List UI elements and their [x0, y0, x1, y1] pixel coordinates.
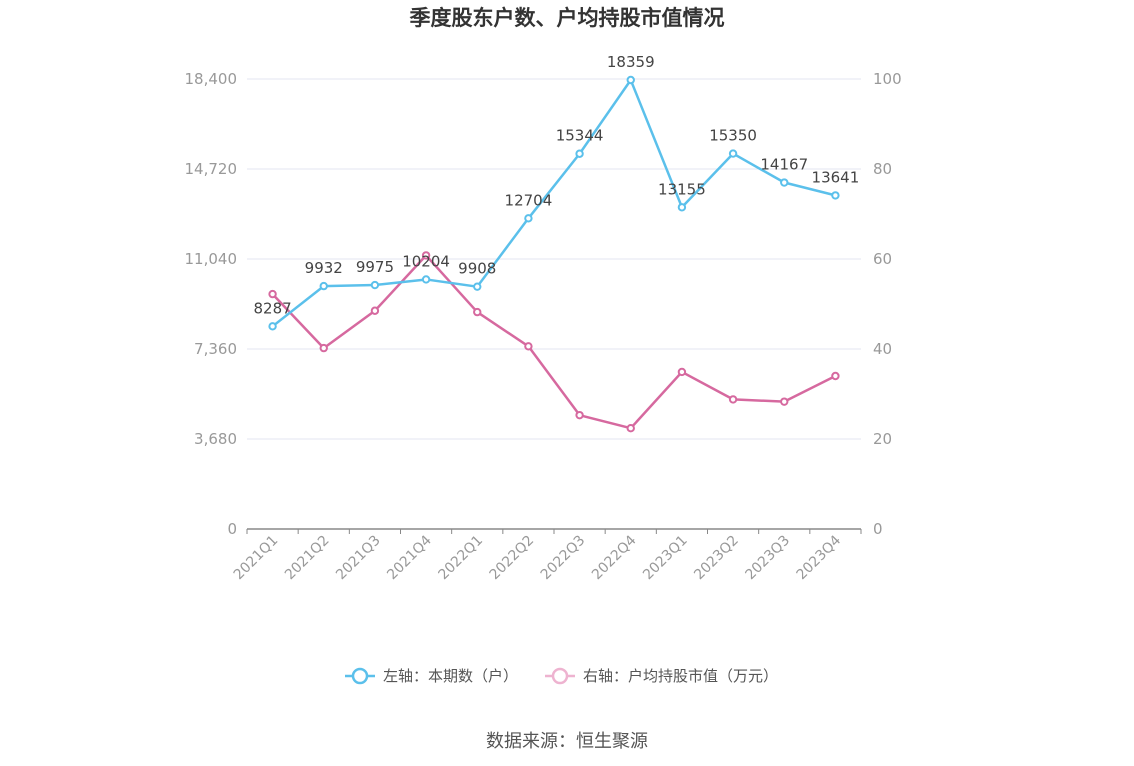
data-label: 13155 — [658, 180, 706, 198]
series-line — [271, 78, 836, 328]
data-point[interactable] — [728, 395, 738, 404]
data-point[interactable] — [728, 149, 738, 158]
series-shareholder-count — [268, 75, 840, 331]
left-tick-label: 14,720 — [185, 160, 238, 178]
series-avg-holding-value — [268, 251, 840, 433]
data-label: 9908 — [458, 260, 496, 278]
data-point[interactable] — [831, 371, 840, 381]
data-labels: 8287 9932 9975 10204 9908 12704 15344 18359 1315… — [253, 53, 859, 317]
right-axis: 0 20 40 60 80 100 — [873, 70, 902, 538]
data-label: 15344 — [556, 127, 604, 145]
chart-title: 季度股东户数、户均持股市值情况 — [410, 6, 725, 30]
data-point[interactable] — [370, 306, 380, 315]
x-axis: 2021Q1 2021Q2 2021Q3 2021Q4 2022Q1 2022Q2 2022… — [231, 528, 862, 584]
left-tick-label: 7,360 — [194, 340, 237, 358]
x-tick-label: 2023Q4 — [794, 532, 845, 583]
data-point[interactable] — [319, 281, 328, 291]
data-point[interactable] — [780, 178, 789, 187]
data-point[interactable] — [268, 289, 277, 299]
right-tick-label: 40 — [873, 340, 892, 358]
data-label: 14167 — [760, 156, 808, 174]
data-point[interactable] — [626, 75, 635, 85]
x-tick-label: 2023Q1 — [640, 533, 691, 584]
data-point[interactable] — [473, 307, 482, 317]
legend-marker-icon — [551, 667, 569, 685]
x-tick-label: 2022Q3 — [538, 533, 589, 584]
legend-marker-icon — [351, 667, 369, 685]
data-point[interactable] — [575, 149, 584, 158]
x-tick-label: 2021Q2 — [282, 533, 333, 584]
data-label: 10204 — [402, 252, 450, 270]
data-point[interactable] — [831, 191, 840, 200]
right-tick-label: 20 — [873, 430, 892, 448]
source-note: 数据来源：恒生聚源 — [486, 731, 648, 752]
data-label: 13641 — [812, 168, 860, 186]
legend-label: 左轴：本期数（户） — [383, 667, 518, 685]
data-label: 15350 — [709, 127, 757, 145]
right-tick-label: 80 — [873, 160, 892, 178]
data-point[interactable] — [421, 251, 431, 260]
right-tick-label: 60 — [873, 250, 892, 268]
legend-item[interactable]: 右轴：户均持股市值（万元） — [545, 667, 778, 685]
legend[interactable]: 左轴：本期数（户） 右轴：户均持股市值（万元） — [345, 667, 778, 685]
x-tick-label: 2023Q2 — [691, 533, 742, 584]
right-tick-label: 0 — [873, 520, 883, 538]
data-point[interactable] — [524, 342, 533, 351]
x-tick-label: 2021Q1 — [231, 533, 282, 584]
data-label: 12704 — [505, 191, 553, 209]
data-point[interactable] — [473, 282, 482, 291]
data-point[interactable] — [524, 214, 533, 223]
data-label: 18359 — [607, 53, 655, 71]
left-axis: 0 3,680 7,360 11,040 14,720 18,400 — [185, 70, 238, 538]
data-label: 9975 — [356, 258, 394, 276]
left-tick-label: 11,040 — [185, 250, 238, 268]
x-tick-label: 2022Q4 — [589, 532, 640, 583]
legend-item[interactable]: 左轴：本期数（户） — [345, 667, 518, 685]
x-tick-label: 2023Q3 — [742, 533, 793, 584]
data-point[interactable] — [575, 410, 584, 420]
left-tick-label: 3,680 — [194, 430, 237, 448]
data-label: 8287 — [253, 299, 291, 317]
legend-label: 右轴：户均持股市值（万元） — [583, 667, 778, 685]
right-tick-label: 100 — [873, 70, 902, 88]
data-point[interactable] — [370, 280, 380, 290]
x-tick-label: 2022Q1 — [435, 533, 486, 584]
data-point[interactable] — [677, 367, 687, 377]
data-point[interactable] — [421, 275, 431, 284]
left-tick-label: 18,400 — [185, 70, 238, 88]
data-label: 9932 — [305, 259, 343, 277]
left-tick-label: 0 — [227, 520, 237, 538]
data-point[interactable] — [677, 203, 687, 212]
x-tick-label: 2022Q2 — [487, 533, 538, 584]
data-point[interactable] — [780, 397, 789, 406]
data-point[interactable] — [319, 343, 328, 353]
x-tick-label: 2021Q4 — [384, 532, 435, 583]
data-point[interactable] — [626, 424, 635, 433]
data-point[interactable] — [268, 322, 277, 331]
x-tick-label: 2021Q3 — [333, 533, 384, 584]
series-line — [271, 254, 836, 430]
series-layer — [268, 75, 840, 433]
